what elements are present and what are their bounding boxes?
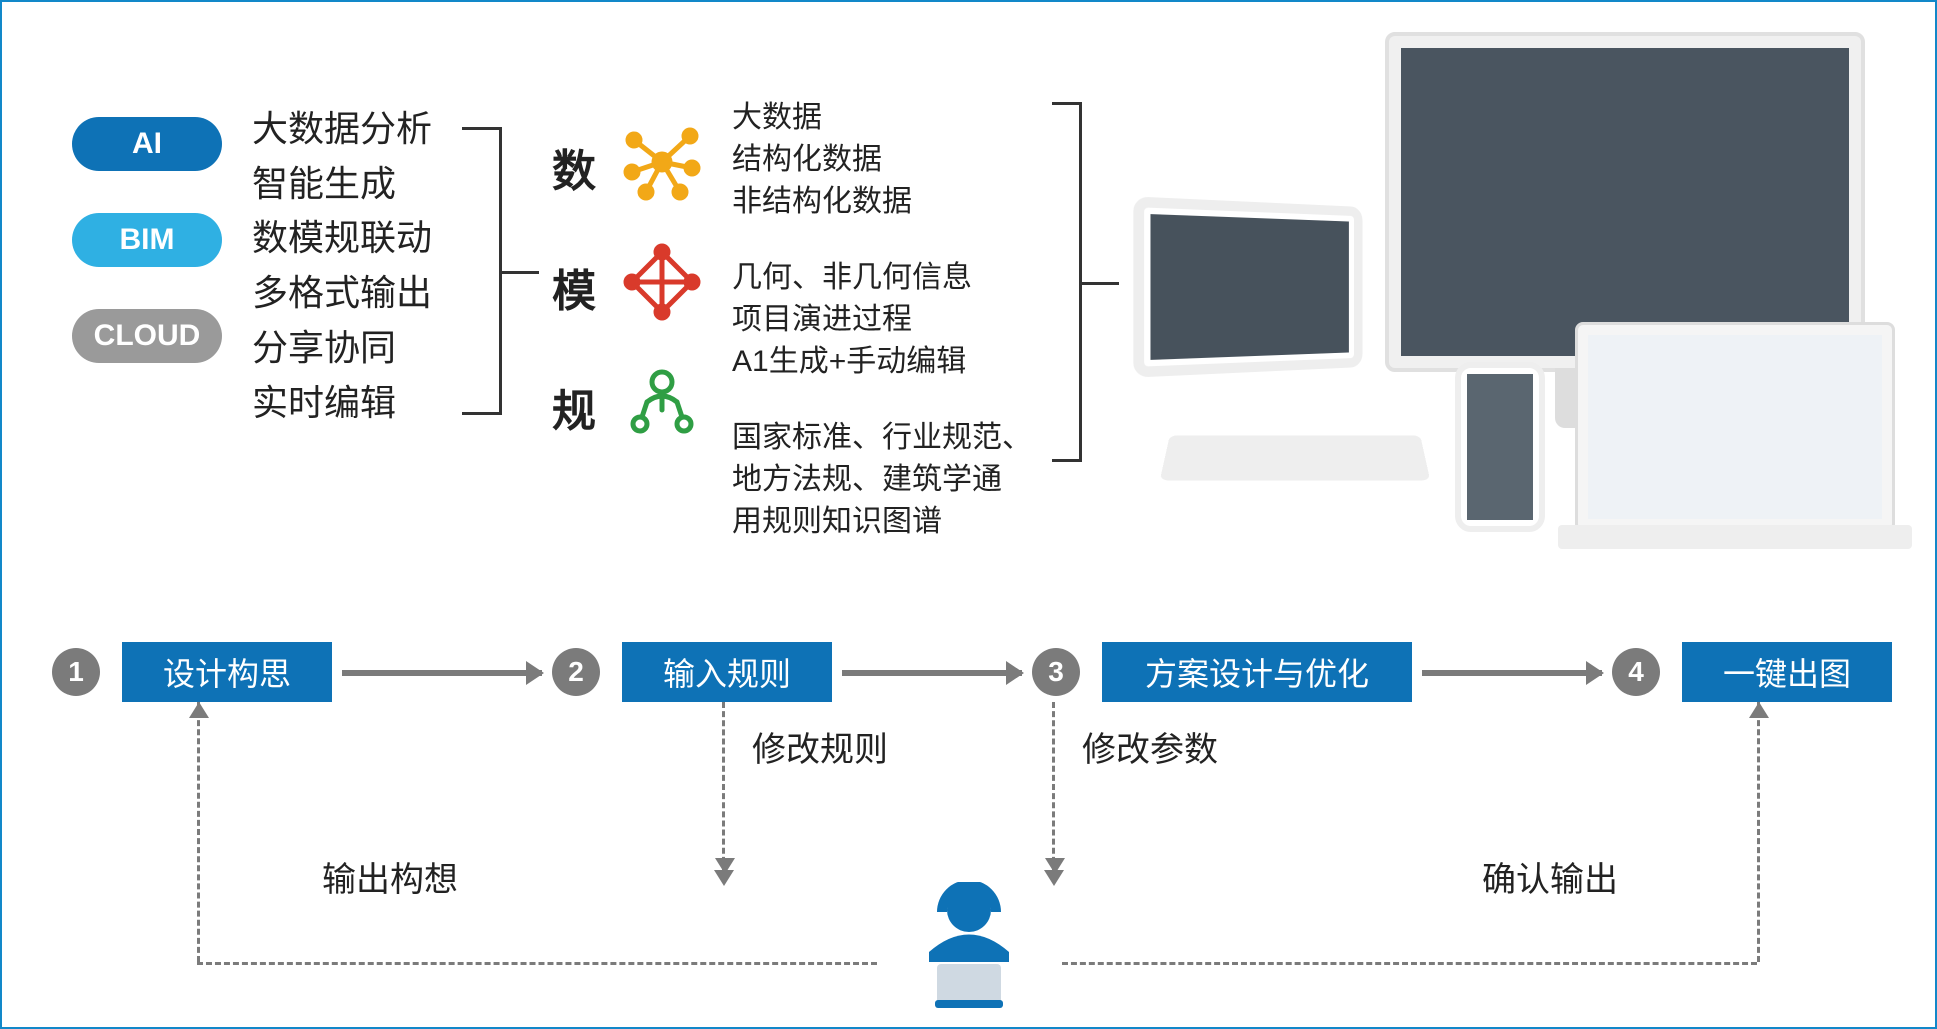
arrowhead-icon (1044, 870, 1064, 886)
phone-icon (1455, 362, 1545, 532)
feature-item: 大数据分析 (252, 102, 432, 157)
feature-item: 数模规联动 (252, 211, 432, 266)
dash-line (197, 962, 877, 965)
anno-modify-param: 修改参数 (1082, 722, 1218, 771)
step-circle-2: 2 (552, 648, 600, 696)
detail-line: 结构化数据 (732, 139, 1052, 181)
badge-ai: AI (72, 117, 222, 171)
step-circle-4: 4 (1612, 648, 1660, 696)
flow-arrow (1422, 670, 1602, 676)
detail-line: A1生成+手动编辑 (732, 341, 1052, 383)
step-box-1: 设计构思 (122, 642, 332, 702)
detail-line: 几何、非几何信息 (732, 257, 1052, 299)
dash-line (1757, 702, 1760, 962)
detail-block-data: 大数据 结构化数据 非结构化数据 (732, 97, 1052, 223)
process-flow: 1 设计构思 2 输入规则 3 方案设计与优化 4 一键出图 (32, 642, 1905, 702)
arrowhead-icon (1749, 702, 1769, 718)
anno-modify-rule: 修改规则 (752, 722, 888, 771)
detail-line: 项目演进过程 (732, 299, 1052, 341)
dash-line (1062, 962, 1757, 965)
detail-block-model: 几何、非几何信息 项目演进过程 A1生成+手动编辑 (732, 257, 1052, 383)
rules-icon (622, 342, 702, 462)
feature-item: 分享协同 (252, 321, 432, 376)
step-box-3: 方案设计与优化 (1102, 642, 1412, 702)
flow-arrow (842, 670, 1022, 676)
detail-column: 大数据 结构化数据 非结构化数据 几何、非几何信息 项目演进过程 A1生成+手动… (732, 97, 1052, 577)
arrowhead-icon (714, 870, 734, 886)
laptop-icon (1575, 322, 1895, 532)
flow-arrow (342, 670, 542, 676)
user-icon (899, 882, 1039, 1017)
detail-line: 国家标准、行业规范、 (732, 417, 1052, 459)
detail-line: 非结构化数据 (732, 181, 1052, 223)
dash-line (1052, 702, 1055, 872)
icon-column (622, 102, 702, 462)
devices-illustration (1125, 32, 1905, 562)
step-box-4: 一键出图 (1682, 642, 1892, 702)
detail-line: 用规则知识图谱 (732, 501, 1052, 543)
step-circle-3: 3 (1032, 648, 1080, 696)
monitor-icon (1385, 32, 1865, 372)
tablet-icon (1133, 196, 1362, 377)
step-circle-1: 1 (52, 648, 100, 696)
step-box-2: 输入规则 (622, 642, 832, 702)
detail-line: 地方法规、建筑学通 (732, 459, 1052, 501)
badge-bim: BIM (72, 213, 222, 267)
badge-column: AI BIM CLOUD (72, 117, 222, 363)
dash-line (722, 702, 725, 872)
geometry-icon (622, 222, 702, 342)
keyboard-icon (1160, 435, 1430, 480)
detail-block-rule: 国家标准、行业规范、 地方法规、建筑学通 用规则知识图谱 (732, 417, 1052, 543)
feature-item: 智能生成 (252, 157, 432, 212)
anno-output-idea: 输出构想 (322, 852, 458, 901)
feature-item: 实时编辑 (252, 376, 432, 431)
detail-line: 大数据 (732, 97, 1052, 139)
dash-line (197, 702, 200, 962)
anno-confirm-out: 确认输出 (1482, 852, 1618, 901)
feature-list: 大数据分析 智能生成 数模规联动 多格式输出 分享协同 实时编辑 (252, 102, 432, 430)
network-icon (622, 102, 702, 222)
feature-item: 多格式输出 (252, 266, 432, 321)
badge-cloud: CLOUD (72, 309, 222, 363)
arrowhead-icon (189, 702, 209, 718)
bracket-left (462, 127, 502, 415)
bracket-right (1052, 102, 1082, 462)
